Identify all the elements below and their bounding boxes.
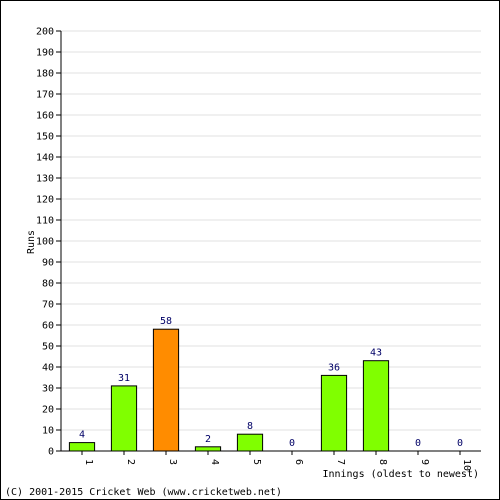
bar-innings-1 (68, 442, 96, 452)
x-tick-label: 8 (377, 459, 388, 465)
y-tick-label: 90 (42, 258, 54, 269)
bar-innings-2 (110, 385, 138, 452)
y-tick-label: 80 (42, 279, 54, 290)
data-label: 2 (205, 434, 211, 445)
data-label: 36 (328, 362, 340, 373)
x-tick-label: 2 (125, 459, 136, 465)
y-tick-label: 50 (42, 342, 54, 353)
x-tick-label: 9 (419, 459, 430, 465)
y-tick-label: 60 (42, 321, 54, 332)
y-axis: 0 10 20 30 40 50 60 70 80 90 100 110 120 130 140 150 160… (36, 27, 62, 458)
y-tick-label: 20 (42, 405, 54, 416)
x-tick-label: 4 (209, 459, 220, 465)
bar-innings-3 (152, 328, 180, 452)
bar-innings-7 (320, 374, 348, 452)
bar-innings-8 (362, 360, 390, 452)
y-tick-label: 70 (42, 300, 54, 311)
data-label: 31 (118, 373, 130, 384)
copyright-footer: (C) 2001-2015 Cricket Web (www.cricketwe… (5, 487, 282, 498)
x-tick-label: 6 (293, 459, 304, 465)
y-tick-label: 160 (36, 111, 54, 122)
y-axis-label: Runs (26, 230, 37, 254)
data-label: 43 (370, 348, 382, 359)
bar-innings-4 (194, 446, 222, 452)
y-tick-label: 190 (36, 48, 54, 59)
data-label: 58 (160, 316, 172, 327)
x-tick-label: 5 (251, 459, 262, 465)
data-label: 0 (289, 438, 295, 449)
y-tick-label: 150 (36, 132, 54, 143)
y-tick-label: 200 (36, 27, 54, 38)
x-axis: 1 2 3 4 5 6 7 8 9 10 (61, 450, 481, 471)
y-tick-label: 110 (36, 216, 54, 227)
x-tick-label: 10 (461, 459, 472, 471)
y-tick-label: 0 (48, 447, 54, 458)
y-tick-label: 170 (36, 90, 54, 101)
x-tick-label: 3 (167, 459, 178, 465)
bars: 4 31 58 2 8 0 36 43 0 0 (68, 316, 463, 452)
y-tick-label: 140 (36, 153, 54, 164)
data-label: 8 (247, 421, 253, 432)
gridlines (61, 30, 481, 431)
data-label: 0 (457, 438, 463, 449)
y-tick-label: 180 (36, 69, 54, 80)
x-axis-label: Innings (oldest to newest) (322, 469, 479, 480)
y-tick-label: 100 (36, 237, 54, 248)
data-label: 0 (415, 438, 421, 449)
y-tick-label: 130 (36, 174, 54, 185)
x-tick-label: 1 (83, 459, 94, 465)
y-tick-label: 40 (42, 363, 54, 374)
x-tick-label: 7 (335, 459, 346, 465)
data-label: 4 (79, 430, 85, 441)
bar-innings-5 (236, 433, 264, 452)
y-tick-label: 120 (36, 195, 54, 206)
y-tick-label: 10 (42, 426, 54, 437)
y-tick-label: 30 (42, 384, 54, 395)
